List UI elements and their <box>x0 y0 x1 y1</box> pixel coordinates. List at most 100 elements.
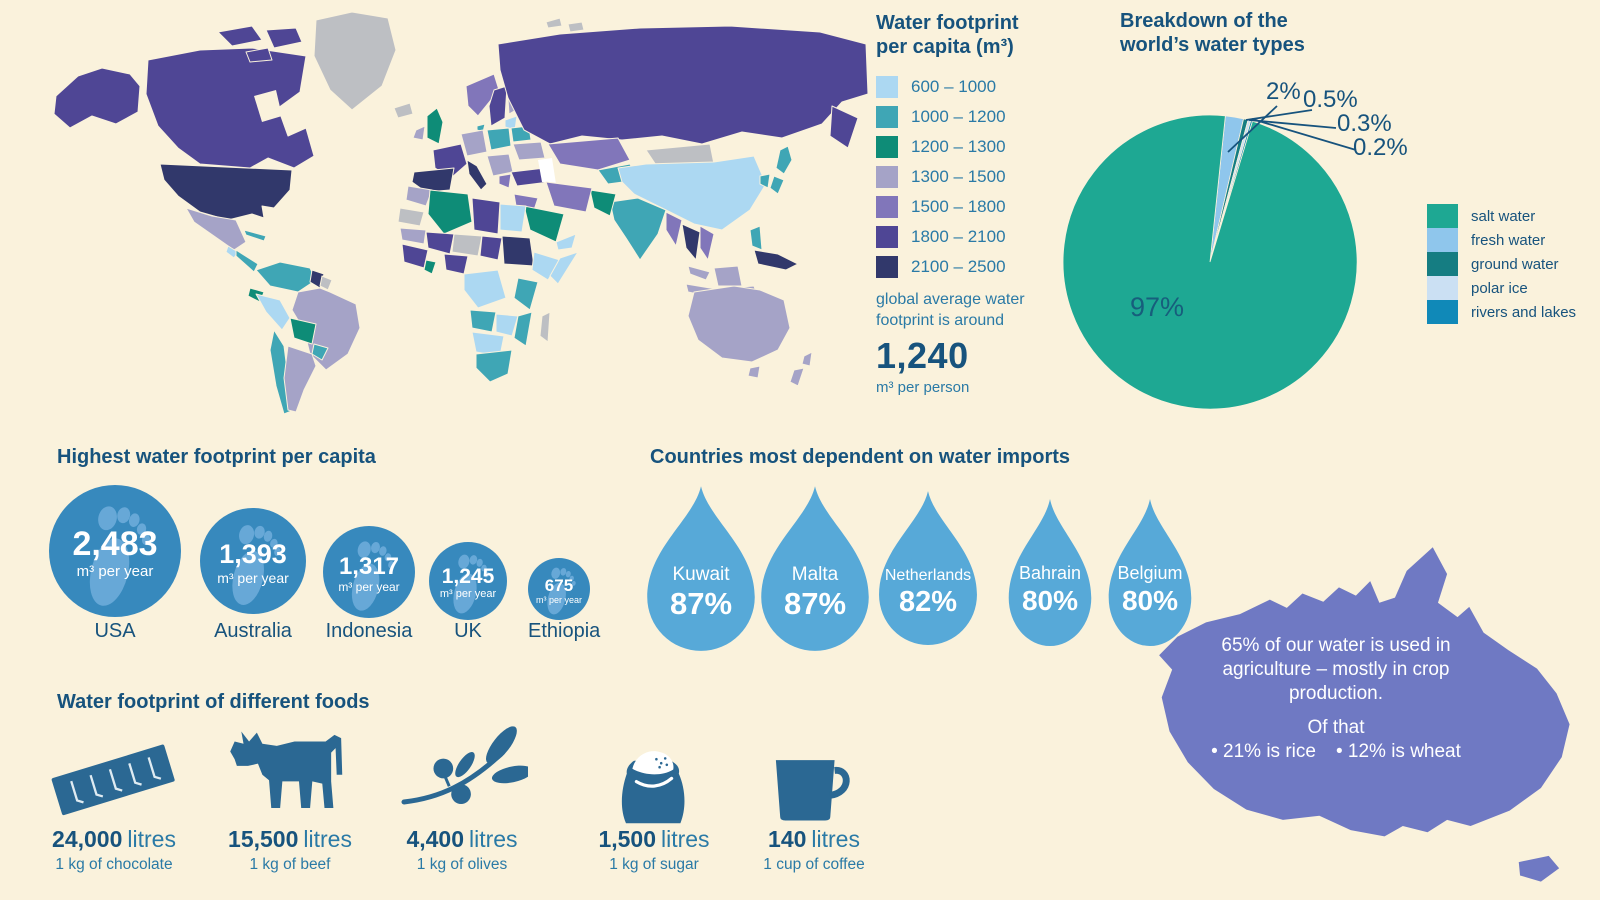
foods-section-title: Water footprint of different foods <box>57 691 370 713</box>
water-drop-icon-shape <box>879 491 977 645</box>
footprint-country-label: Australia <box>214 620 292 642</box>
footprint-icon-shape <box>480 564 487 572</box>
import-percentage: 87% <box>783 586 847 621</box>
water-drop-icon-shape <box>647 486 755 651</box>
map-region-nigeria <box>443 253 469 275</box>
map-region-egypt <box>499 203 527 233</box>
chocolate-bar-icon-shape <box>89 774 104 798</box>
map-region-japan <box>769 175 785 195</box>
australia-note-rice: • 21% is rice <box>1211 740 1316 762</box>
pie-legend-item: fresh water <box>1427 228 1576 252</box>
footprint-icon-shape <box>370 541 380 553</box>
map-region-balkans <box>486 153 514 177</box>
food-unit: litres <box>303 826 352 852</box>
map-region-new-zealand <box>789 367 805 387</box>
footprint-unit: m³ per year <box>535 595 582 606</box>
legend-swatch-icon <box>876 136 898 159</box>
australia-note-wheat: • 12% is wheat <box>1335 740 1461 762</box>
footprint-icon-shape <box>571 581 576 587</box>
legend-range-label: 1800 – 2100 <box>911 227 1006 247</box>
pie-legend-item: salt water <box>1427 204 1576 228</box>
map-region-pakistan <box>589 189 617 217</box>
map-region-iran <box>545 181 593 213</box>
footprint-icon-shape <box>136 523 147 536</box>
footprint-icon <box>547 568 576 615</box>
olive-branch-icon <box>401 726 528 805</box>
pie-legend-item: rivers and lakes <box>1427 300 1576 324</box>
sugar-sack-icon <box>621 751 685 824</box>
legend-swatch-icon <box>876 196 898 219</box>
map-region-myanmar <box>665 211 683 247</box>
footprint-icon-shape <box>239 525 255 545</box>
water-drop-icon <box>1008 499 1092 646</box>
footprint-circle-indonesia: 1,317 m³ per year <box>323 526 415 618</box>
food-value: 24,000 <box>52 826 123 852</box>
footprint-icon-shape <box>387 560 394 568</box>
import-percentage: 80% <box>1121 585 1179 616</box>
footprint-icon-shape <box>547 583 566 615</box>
import-percentage: 87% <box>669 586 733 621</box>
footprint-icon-shape <box>351 563 379 611</box>
map-legend-item: 1300 – 1500 <box>876 166 1096 189</box>
pie-chart-title: Breakdown of the world’s water types <box>1120 10 1305 56</box>
pie-leader-line <box>1227 105 1278 153</box>
map-region-italy <box>466 159 488 191</box>
water-drop-icon <box>647 486 755 651</box>
map-region-malaysia <box>687 265 711 281</box>
map-region-central-america <box>235 249 259 273</box>
footprint-value: 2,483 <box>72 525 158 564</box>
food-item-sugar: 1,500 litres 1 kg of sugar <box>559 826 749 874</box>
footprint-icon-shape <box>98 506 117 531</box>
australia-note-line2: Of that <box>1307 716 1365 738</box>
import-drop-kuwait: Kuwait 87% <box>645 484 757 652</box>
footprint-country-label: Ethiopia <box>528 620 601 642</box>
cow-icon <box>230 731 343 809</box>
sugar-sack-icon-shape <box>634 776 674 788</box>
pie-legend-label: salt water <box>1471 207 1536 225</box>
footprint-unit: m³ per year <box>76 562 154 580</box>
pie-legend-item: polar ice <box>1427 276 1576 300</box>
map-legend-item: 600 – 1000 <box>876 76 1096 99</box>
import-country: Kuwait <box>672 564 730 585</box>
imports-section-title: Countries most dependent on water import… <box>650 446 1071 468</box>
map-region-chad <box>479 235 503 261</box>
map-region-alaska <box>53 67 141 129</box>
map-region-ghana <box>423 259 437 275</box>
footprint-icon-shape <box>453 573 477 614</box>
legend-swatch-icon <box>1427 252 1458 276</box>
map-region-caspian-sea <box>538 158 556 184</box>
footprint-icon-shape <box>569 576 574 582</box>
footprint-icon <box>351 541 394 611</box>
map-region-sudan <box>501 235 535 267</box>
coffee-mug-icon-shape <box>828 766 850 799</box>
map-region-greenland <box>313 11 397 111</box>
map-region-mozambique <box>513 311 533 347</box>
map-region-russia <box>497 25 869 145</box>
import-drop-belgium: Belgium 80% <box>1107 497 1193 647</box>
food-value: 4,400 <box>406 826 464 852</box>
legend-swatch-icon <box>1427 300 1458 324</box>
footprint-unit: m³ per year <box>338 579 400 594</box>
footprint-icon-shape <box>141 534 151 546</box>
map-region-germany <box>460 129 488 157</box>
map-region-saudi-arabia <box>523 205 565 243</box>
map-region-norway <box>465 73 500 117</box>
map-region-colombia-venezuela <box>255 261 317 293</box>
map-region-libya <box>471 197 501 235</box>
legend-range-label: 1000 – 1200 <box>911 107 1006 127</box>
footprint-icon-shape <box>384 552 391 561</box>
map-region-east-africa <box>513 277 539 311</box>
map-region-thailand <box>681 223 701 261</box>
map-region-australia <box>687 285 791 363</box>
australia-outline <box>1159 547 1570 837</box>
pie-callout-ground-water: 0.5% <box>1303 86 1358 113</box>
coffee-mug-icon <box>775 760 850 821</box>
map-region-poland <box>486 127 512 151</box>
sugar-sack-icon-shape <box>659 761 663 765</box>
legend-range-label: 1300 – 1500 <box>911 167 1006 187</box>
map-region-india <box>609 197 667 261</box>
australia-note-line1: 65% of our water is used in agriculture … <box>1221 635 1451 704</box>
footprint-country-label: Indonesia <box>325 620 413 642</box>
food-value: 1,500 <box>598 826 656 852</box>
sugar-sack-icon-shape <box>658 765 661 769</box>
